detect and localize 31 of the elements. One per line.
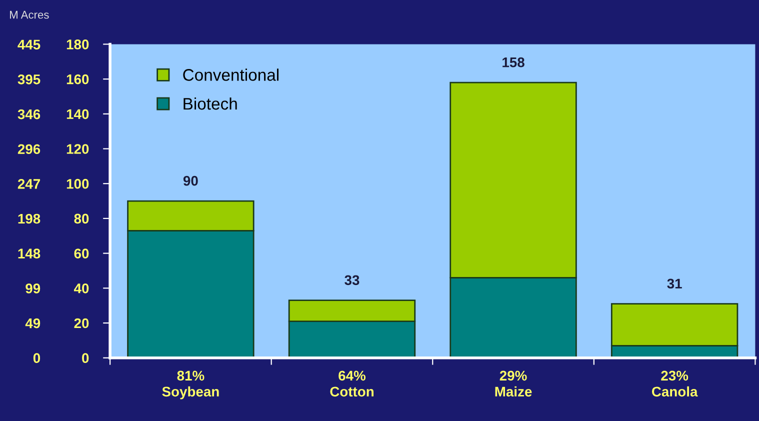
x-tick-label: 23% Canola [652, 370, 698, 397]
y-tick-label: 0 [82, 353, 89, 364]
y-tick-label: 100 [66, 178, 89, 189]
y2-tick-label: 346 [18, 109, 40, 120]
y2-tick-label: 247 [18, 179, 40, 189]
total-label: 158 [502, 57, 524, 68]
y2-axis-title: M Acres [10, 10, 49, 19]
legend-label: Conventional [183, 68, 278, 81]
y-tick-label: 160 [66, 74, 89, 84]
y2-tick-label: 445 [18, 40, 40, 50]
y-tick-label: 60 [74, 248, 89, 258]
total-label: 33 [344, 275, 360, 286]
total-label: 90 [183, 176, 198, 186]
x-tick-label: 81% Soybean [162, 370, 219, 400]
y-tick-label: 180 [66, 40, 89, 50]
total-label: 31 [667, 278, 682, 289]
y-tick-label: 20 [74, 318, 89, 328]
y2-tick-label: 395 [18, 74, 40, 84]
y2-tick-label: 148 [18, 248, 40, 258]
y2-tick-label: 49 [25, 318, 40, 328]
y-tick-label: 80 [74, 214, 89, 224]
y2-tick-label: 296 [18, 144, 40, 154]
y2-tick-label: 198 [18, 214, 40, 224]
y2-tick-label: 99 [26, 284, 40, 294]
y-tick-label: 120 [66, 144, 89, 154]
y2-tick-label: 0 [33, 353, 40, 364]
x-tick-label: 64% Cotton [330, 370, 374, 397]
y-tick-label: 140 [66, 109, 89, 120]
y-tick-label: 40 [74, 283, 89, 294]
legend-label: Biotech [184, 97, 237, 110]
x-tick-label: 29% Maize [495, 370, 532, 397]
